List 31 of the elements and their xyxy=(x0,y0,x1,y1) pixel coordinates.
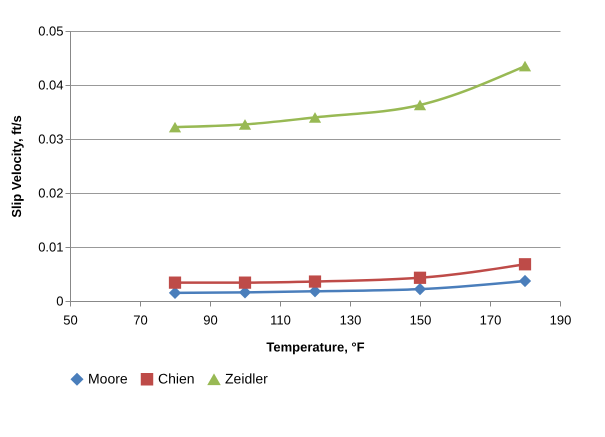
x-tick-label: 130 xyxy=(340,312,362,328)
point xyxy=(518,60,532,72)
point xyxy=(414,100,426,110)
x-tick-label: 50 xyxy=(63,312,78,328)
point xyxy=(414,282,426,296)
point xyxy=(308,275,322,288)
point xyxy=(238,119,252,130)
x-tick-label: 110 xyxy=(270,312,291,328)
point xyxy=(518,274,532,288)
y-tick-label: 0.04 xyxy=(38,78,64,92)
x-tick-label: 170 xyxy=(480,312,502,328)
y-tick-label: 0.02 xyxy=(38,186,64,200)
point xyxy=(168,122,182,132)
y-tick-label: 0.05 xyxy=(38,24,64,38)
point xyxy=(238,276,252,289)
y-tick-label: 0 xyxy=(56,294,64,308)
x-tick-label: 90 xyxy=(203,312,218,328)
point xyxy=(414,272,426,284)
x-tick-label: 190 xyxy=(550,312,572,328)
point xyxy=(308,112,322,123)
x-tick-label: 70 xyxy=(133,312,148,328)
y-tick-label: 0.01 xyxy=(38,240,64,254)
legend-label: Chien xyxy=(158,370,195,386)
point xyxy=(168,276,182,289)
y-tick-label: 0.03 xyxy=(38,132,64,146)
legend-label: Moore xyxy=(88,370,128,386)
x-axis-title: Temperature, °F xyxy=(266,340,365,354)
point xyxy=(518,258,532,270)
y-axis-title: Slip Velocity, ft/s xyxy=(9,115,24,218)
legend-label: Zeidler xyxy=(225,370,268,387)
x-tick-label: 150 xyxy=(410,312,432,328)
